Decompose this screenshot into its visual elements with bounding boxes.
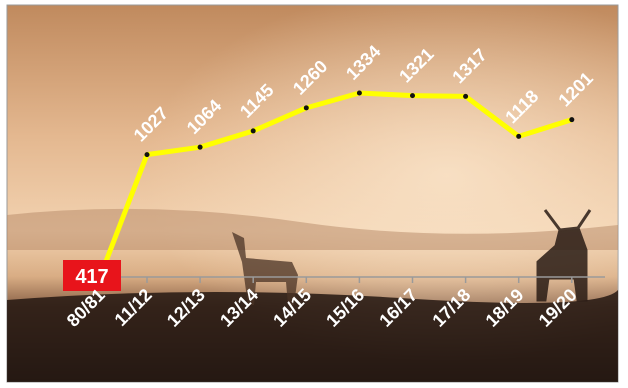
data-line xyxy=(97,90,573,278)
deer-silhouette xyxy=(232,232,298,305)
point xyxy=(410,93,415,99)
point xyxy=(250,128,256,134)
value-label: 417 xyxy=(75,266,108,288)
point xyxy=(144,152,150,158)
point xyxy=(516,133,522,139)
point xyxy=(356,90,362,96)
point xyxy=(197,144,203,150)
ground xyxy=(7,290,618,382)
point xyxy=(303,105,309,111)
value-label-box xyxy=(63,260,121,291)
point xyxy=(463,93,469,99)
tree-line xyxy=(7,208,618,250)
point xyxy=(569,117,575,123)
